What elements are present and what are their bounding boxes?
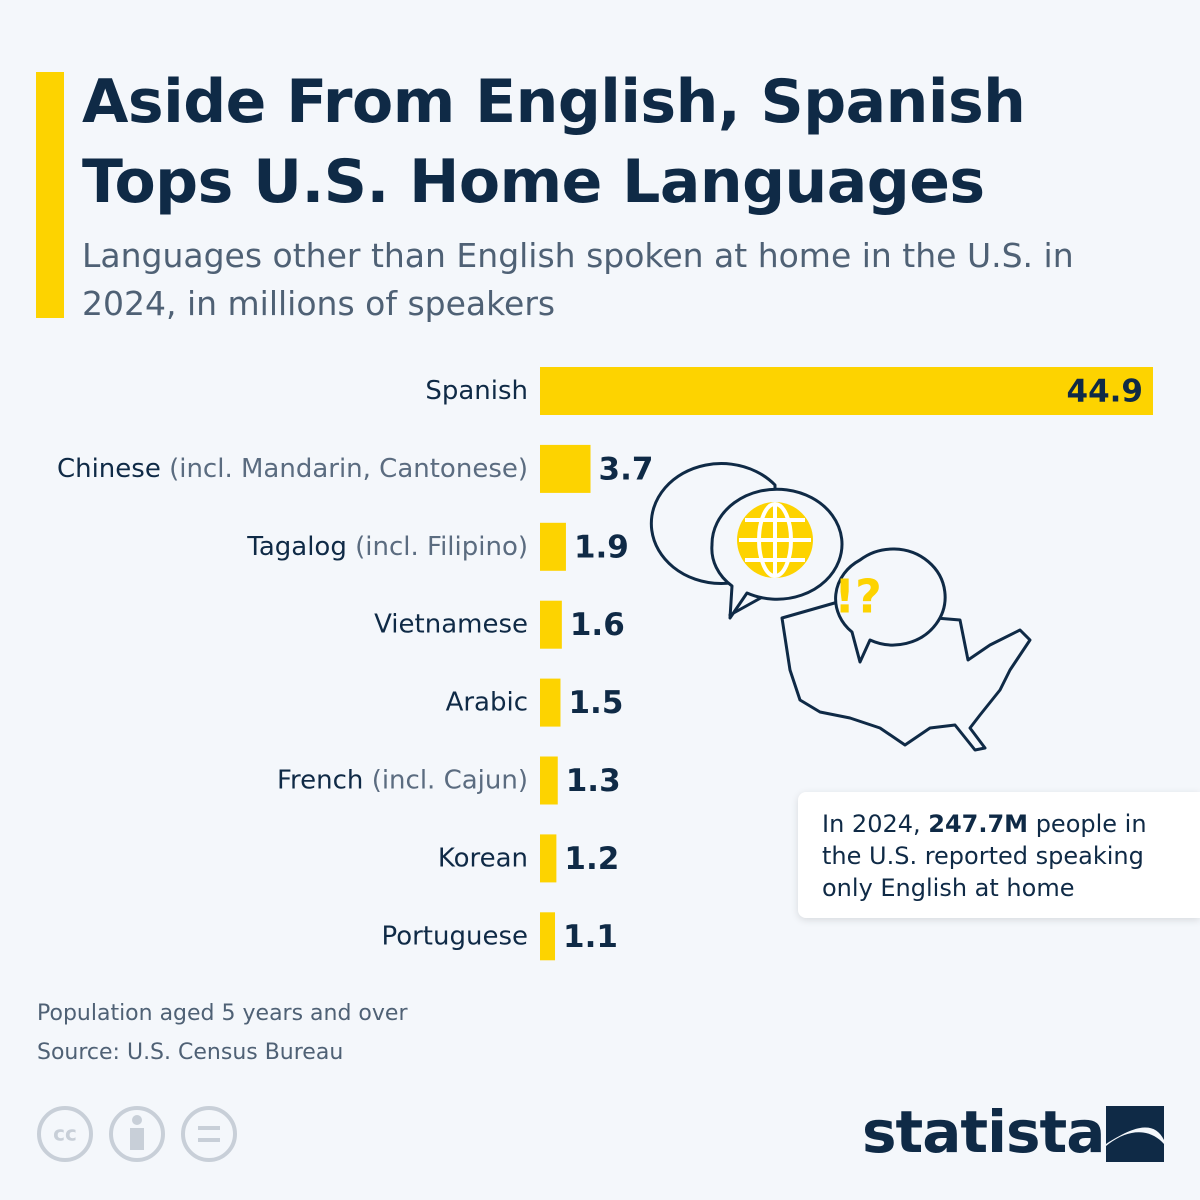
bar — [540, 367, 1153, 415]
value-label: 44.9 — [1067, 374, 1144, 410]
category-label: Chinese (incl. Mandarin, Cantonese) — [57, 453, 528, 483]
category-label: French (incl. Cajun) — [277, 765, 528, 795]
value-label: 1.5 — [568, 685, 623, 721]
brand-name: statista — [862, 1098, 1105, 1166]
speech-bubble — [834, 547, 947, 664]
category-name: French — [277, 765, 363, 795]
category-label: Spanish — [425, 376, 528, 406]
bar — [540, 522, 566, 571]
chart-subtitle: Languages other than English spoken at h… — [82, 236, 1074, 323]
value-label: 1.6 — [570, 607, 625, 643]
chart-title: Aside From English, Spanish Tops U.S. Ho… — [82, 67, 1026, 217]
category-label: Korean — [438, 843, 528, 873]
bar — [540, 834, 557, 883]
annotation-text: In 2024, — [822, 810, 929, 838]
illustration: !? — [649, 462, 1032, 752]
category-note: (incl. Mandarin, Cantonese) — [169, 453, 528, 483]
category-label: Tagalog (incl. Filipino) — [246, 531, 528, 561]
category-name: Chinese — [57, 453, 161, 483]
annotation: In 2024, 247.7M people in the U.S. repor… — [798, 792, 1200, 918]
category-name: Arabic — [446, 687, 528, 717]
us-map — [780, 598, 1032, 752]
category-name: Vietnamese — [374, 609, 528, 639]
value-label: 3.7 — [599, 451, 654, 487]
category-note: (incl. Cajun) — [372, 765, 528, 795]
category-name: Korean — [438, 843, 528, 873]
category-name: Tagalog — [246, 531, 347, 561]
value-label: 1.3 — [566, 763, 621, 799]
bar — [540, 756, 558, 805]
bar — [540, 444, 591, 493]
category-label: Vietnamese — [374, 609, 528, 639]
annotation-text: people in the U.S. reported speaking onl… — [822, 810, 1147, 902]
cc-icons: cc — [37, 1106, 237, 1162]
svg-text:!?: !? — [834, 570, 882, 624]
accent-bar — [36, 72, 64, 318]
svg-text:cc: cc — [53, 1122, 77, 1146]
bar — [540, 678, 561, 727]
value-label: 1.9 — [574, 529, 629, 565]
bar — [540, 912, 556, 961]
value-label: 1.2 — [564, 841, 619, 877]
annotation-highlight: 247.7M — [928, 810, 1029, 838]
brand-logo — [1106, 1106, 1164, 1162]
category-label: Portuguese — [381, 921, 528, 951]
footnote: Population aged 5 years and over — [37, 1001, 408, 1026]
category-name: Spanish — [425, 376, 528, 406]
source: Source: U.S. Census Bureau — [37, 1040, 344, 1065]
category-note: (incl. Filipino) — [355, 531, 528, 561]
value-label: 1.1 — [563, 919, 618, 955]
bar — [540, 600, 562, 649]
category-name: Portuguese — [381, 921, 528, 951]
category-label: Arabic — [446, 687, 528, 717]
